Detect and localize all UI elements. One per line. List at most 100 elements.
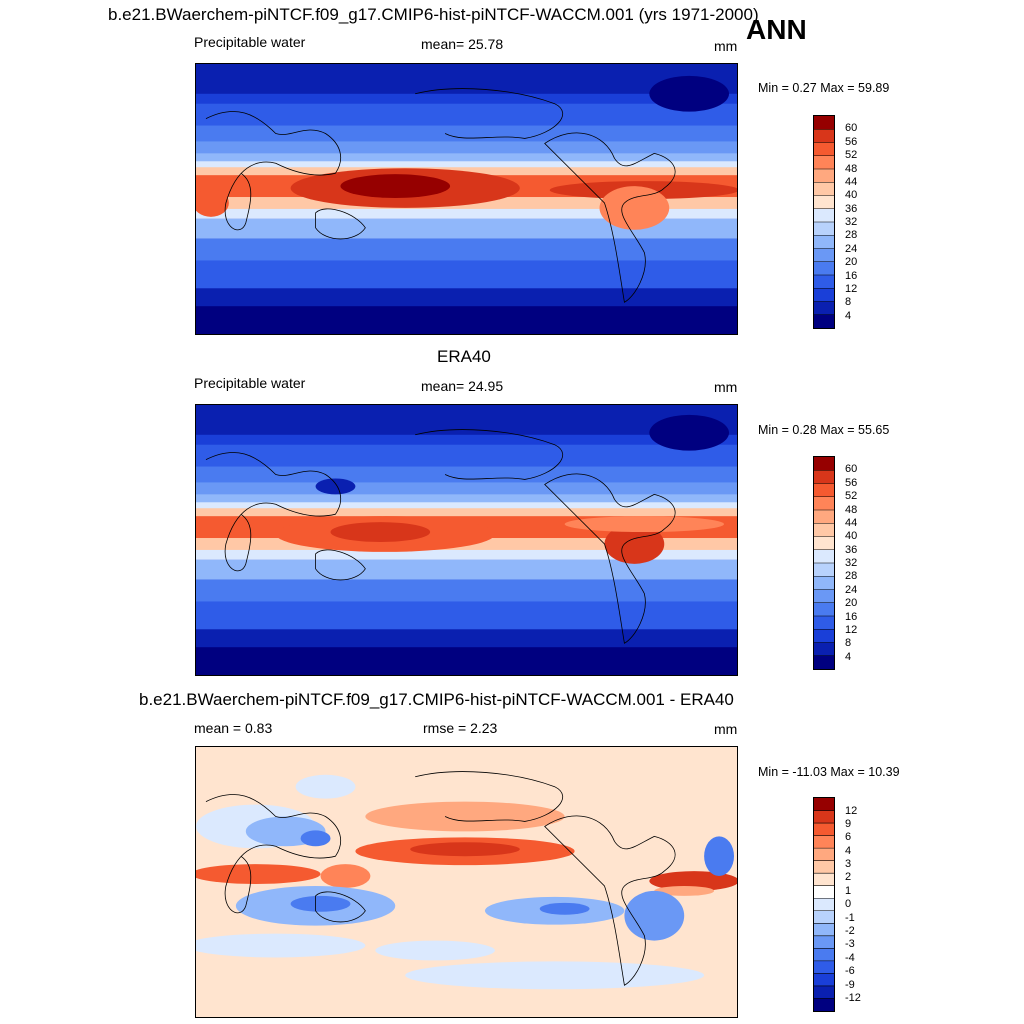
panel1-colorbar-label: 16 bbox=[845, 270, 858, 282]
panel2-colorbar-label: 12 bbox=[845, 624, 858, 636]
colorbar-swatch bbox=[814, 885, 834, 899]
panel2-colorbar-label: 24 bbox=[845, 584, 858, 596]
panel1-variable-label: Precipitable water bbox=[194, 34, 306, 50]
panel2-colorbar-label: 8 bbox=[845, 637, 852, 649]
panel3-colorbar-label: 3 bbox=[845, 858, 852, 870]
colorbar-swatch bbox=[814, 602, 834, 617]
panel2-colorbar-label: 20 bbox=[845, 597, 858, 609]
panel3-colorbar-label: -9 bbox=[845, 979, 855, 991]
panel1-mean-label: mean= 25.78 bbox=[421, 36, 504, 52]
colorbar-swatch bbox=[814, 923, 834, 937]
panel3-colorbar-label: -4 bbox=[845, 952, 855, 964]
panel3-minmax-label: Min = -11.03 Max = 10.39 bbox=[758, 765, 900, 779]
panel2-colorbar-label: 40 bbox=[845, 530, 858, 542]
panel3-colorbar-label: -1 bbox=[845, 912, 855, 924]
colorbar-swatch bbox=[814, 563, 834, 577]
colorbar-swatch bbox=[814, 985, 834, 999]
panel1-title: b.e21.BWaerchem-piNTCF.f09_g17.CMIP6-his… bbox=[108, 5, 759, 24]
panel2-title: ERA40 bbox=[437, 347, 491, 366]
colorbar-swatch bbox=[814, 655, 834, 669]
colorbar-swatch bbox=[814, 576, 834, 590]
panel2-colorbar-label: 28 bbox=[845, 570, 858, 582]
panel2-colorbar-label: 44 bbox=[845, 517, 858, 529]
colorbar-swatch bbox=[814, 261, 834, 276]
panel1-colorbar bbox=[813, 115, 835, 329]
panel3-colorbar-label: 1 bbox=[845, 885, 852, 897]
colorbar-swatch bbox=[814, 549, 834, 564]
panel1-colorbar-label: 60 bbox=[845, 122, 858, 134]
colorbar-swatch bbox=[814, 155, 834, 170]
colorbar-swatch bbox=[814, 948, 834, 962]
panel3-map bbox=[195, 746, 738, 1018]
panel1-colorbar-label: 52 bbox=[845, 149, 858, 161]
colorbar-swatch bbox=[814, 510, 834, 524]
panel1-colorbar-label: 32 bbox=[845, 216, 858, 228]
panel1-colorbar-label: 56 bbox=[845, 136, 858, 148]
panel2-minmax-label: Min = 0.28 Max = 55.65 bbox=[758, 423, 890, 437]
panel2-units-label: mm bbox=[714, 379, 738, 395]
colorbar-swatch bbox=[814, 823, 834, 836]
colorbar-swatch bbox=[814, 898, 834, 912]
colorbar-swatch bbox=[814, 142, 834, 157]
panel1-map bbox=[195, 63, 738, 335]
panel3-units-label: mm bbox=[714, 721, 738, 737]
colorbar-swatch bbox=[814, 116, 834, 130]
colorbar-swatch bbox=[814, 810, 834, 824]
season-label: ANN bbox=[746, 14, 807, 45]
panel3-colorbar-label: -2 bbox=[845, 925, 855, 937]
colorbar-swatch bbox=[814, 960, 834, 974]
colorbar-swatch bbox=[814, 642, 834, 657]
panel3-title: b.e21.BWaerchem-piNTCF.f09_g17.CMIP6-his… bbox=[139, 690, 734, 709]
colorbar-swatch bbox=[814, 998, 834, 1011]
colorbar-swatch bbox=[814, 222, 834, 236]
colorbar-swatch bbox=[814, 848, 834, 861]
colorbar-swatch bbox=[814, 301, 834, 316]
colorbar-swatch bbox=[814, 288, 834, 302]
panel1-colorbar-label: 20 bbox=[845, 256, 858, 268]
colorbar-swatch bbox=[814, 457, 834, 471]
panel1-colorbar-label: 12 bbox=[845, 283, 858, 295]
panel3-colorbar bbox=[813, 797, 835, 1012]
colorbar-swatch bbox=[814, 195, 834, 210]
panel1-colorbar-label: 36 bbox=[845, 203, 858, 215]
colorbar-swatch bbox=[814, 873, 834, 887]
panel2-colorbar-label: 16 bbox=[845, 611, 858, 623]
colorbar-swatch bbox=[814, 182, 834, 196]
colorbar-swatch bbox=[814, 935, 834, 949]
colorbar-swatch bbox=[814, 129, 834, 143]
colorbar-swatch bbox=[814, 470, 834, 484]
colorbar-swatch bbox=[814, 523, 834, 537]
colorbar-swatch bbox=[814, 536, 834, 551]
panel3-rmse-label: rmse = 2.23 bbox=[423, 720, 498, 736]
panel1-units-label: mm bbox=[714, 38, 738, 54]
panel3-colorbar-label: 12 bbox=[845, 805, 858, 817]
panel2-mean-label: mean= 24.95 bbox=[421, 378, 504, 394]
panel2-colorbar-label: 60 bbox=[845, 463, 858, 475]
panel1-colorbar-label: 40 bbox=[845, 189, 858, 201]
panel1-colorbar-label: 44 bbox=[845, 176, 858, 188]
panel3-colorbar-label: 0 bbox=[845, 898, 852, 910]
panel3-mean-label: mean = 0.83 bbox=[194, 720, 273, 736]
colorbar-swatch bbox=[814, 860, 834, 874]
panel2-colorbar-label: 56 bbox=[845, 477, 858, 489]
colorbar-swatch bbox=[814, 235, 834, 249]
panel2-variable-label: Precipitable water bbox=[194, 375, 306, 391]
colorbar-swatch bbox=[814, 169, 834, 183]
colorbar-swatch bbox=[814, 629, 834, 643]
colorbar-swatch bbox=[814, 496, 834, 511]
panel1-colorbar-label: 48 bbox=[845, 163, 858, 175]
panel3-colorbar-label: -3 bbox=[845, 938, 855, 950]
panel3-colorbar-label: 9 bbox=[845, 818, 852, 830]
panel3-colorbar-label: 4 bbox=[845, 845, 852, 857]
colorbar-swatch bbox=[814, 483, 834, 498]
panel3-colorbar-label: -12 bbox=[845, 992, 861, 1004]
panel2-colorbar bbox=[813, 456, 835, 670]
panel3-colorbar-label: -6 bbox=[845, 965, 855, 977]
colorbar-swatch bbox=[814, 835, 834, 849]
panel1-colorbar-label: 28 bbox=[845, 229, 858, 241]
panel2-map bbox=[195, 404, 738, 676]
colorbar-swatch bbox=[814, 973, 834, 987]
panel2-colorbar-label: 4 bbox=[845, 651, 852, 663]
panel2-colorbar-label: 48 bbox=[845, 504, 858, 516]
colorbar-swatch bbox=[814, 910, 834, 924]
